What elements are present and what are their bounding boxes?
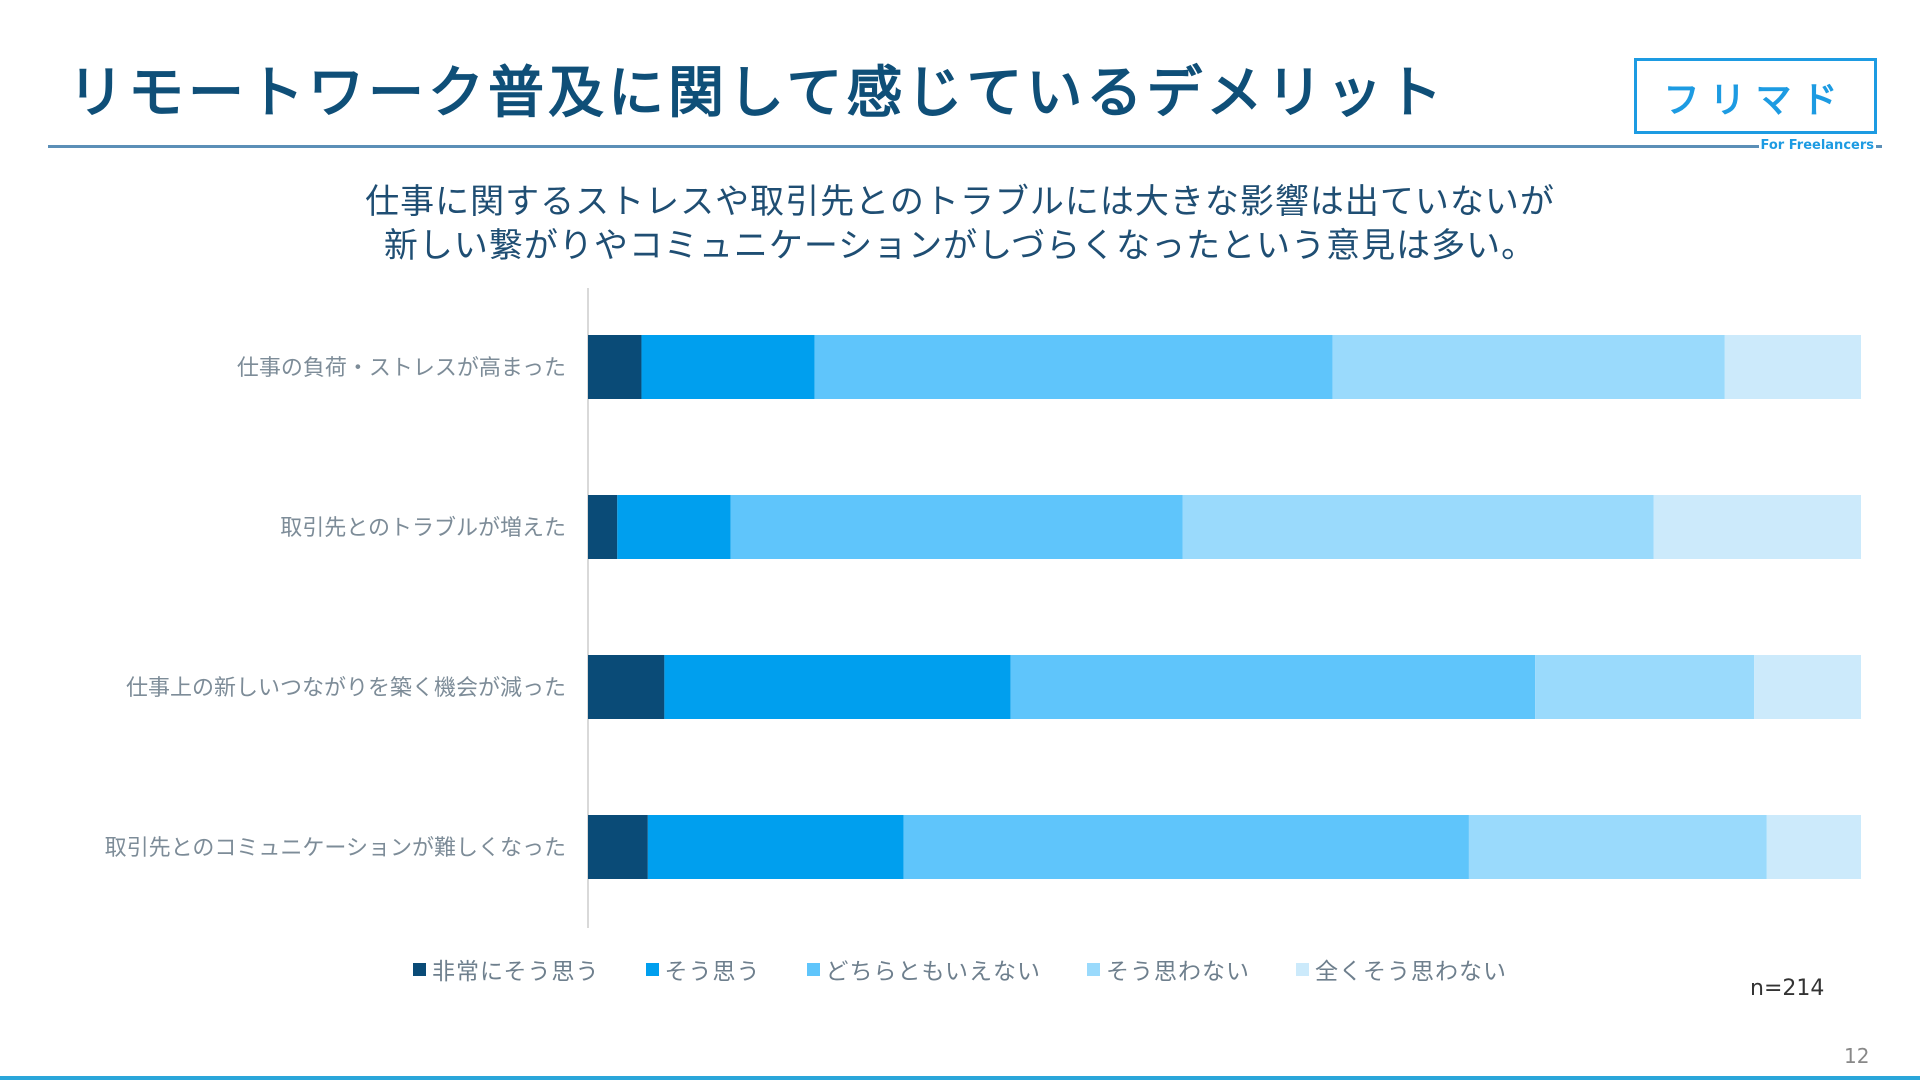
legend-label: 非常にそう思う <box>431 959 600 985</box>
legend-item-1: 非常にそう思う <box>412 952 600 986</box>
bar-segment-series-1 <box>588 815 648 879</box>
legend-swatch <box>1296 962 1310 976</box>
category-label: 仕事の負荷・ストレスが高まった <box>237 356 566 381</box>
bar-segment-series-1 <box>588 335 642 399</box>
category-label: 取引先とのトラブルが増えた <box>280 516 566 541</box>
legend-swatch <box>412 962 426 976</box>
legend-label: そう思う <box>664 959 761 985</box>
chart-subtitle: 仕事に関するストレスや取引先とのトラブルには大きな影響は出ていないが 新しい繋が… <box>0 180 1920 268</box>
bar-segment-series-2 <box>641 335 815 399</box>
logo-text: フリマド <box>1663 80 1848 121</box>
legend-item-5: 全くそう思わない <box>1296 952 1507 986</box>
legend-swatch <box>1087 962 1101 976</box>
bar-segment-series-4 <box>1535 655 1755 719</box>
bar-segment-series-5 <box>1653 495 1861 559</box>
subtitle-line-2: 新しい繋がりやコミュニケーションがしづらくなったという意見は多い。 <box>383 226 1537 266</box>
bar-segment-series-5 <box>1754 655 1861 719</box>
bar-segment-series-1 <box>588 495 618 559</box>
sample-size-label: n=214 <box>1750 976 1825 1001</box>
category-label: 取引先とのコミュニケーションが難しくなった <box>105 836 566 861</box>
legend-item-4: そう思わない <box>1087 952 1250 986</box>
bar-segment-series-3 <box>814 335 1333 399</box>
legend-label: どちらともいえない <box>825 959 1042 985</box>
legend-item-2: そう思う <box>645 952 761 986</box>
chart-legend: 非常にそう思う そう思う どちらともいえない そう思わない 全くそう思わない <box>0 952 1920 986</box>
legend-swatch <box>645 962 659 976</box>
legend-swatch <box>806 962 820 976</box>
brand-logo: フリマド For Freelancers <box>1634 58 1877 153</box>
page-number: 12 <box>1844 1044 1870 1068</box>
legend-label: 全くそう思わない <box>1315 959 1508 985</box>
bar-segment-series-3 <box>730 495 1183 559</box>
bar-segment-series-4 <box>1332 335 1725 399</box>
category-label: 仕事上の新しいつながりを築く機会が減った <box>126 676 566 701</box>
legend-item-3: どちらともいえない <box>806 952 1042 986</box>
bar-segment-series-5 <box>1724 335 1861 399</box>
bar-segment-series-4 <box>1182 495 1654 559</box>
subtitle-line-1: 仕事に関するストレスや取引先とのトラブルには大きな影響は出ていないが <box>365 182 1555 222</box>
page-title: リモートワーク普及に関して感じているデメリット <box>68 61 1447 126</box>
bar-segment-series-3 <box>1010 655 1536 719</box>
legend-label: そう思わない <box>1106 959 1251 985</box>
logo-subtext: For Freelancers <box>1758 138 1876 153</box>
bottom-accent-bar <box>0 1076 1920 1080</box>
bar-segment-series-2 <box>617 495 731 559</box>
bar-segment-series-2 <box>647 815 904 879</box>
bar-segment-series-4 <box>1468 815 1767 879</box>
bar-segment-series-3 <box>903 815 1469 879</box>
bar-segment-series-5 <box>1766 815 1861 879</box>
bar-segment-series-2 <box>664 655 1011 719</box>
bar-segment-series-1 <box>588 655 665 719</box>
title-divider <box>48 145 1882 148</box>
